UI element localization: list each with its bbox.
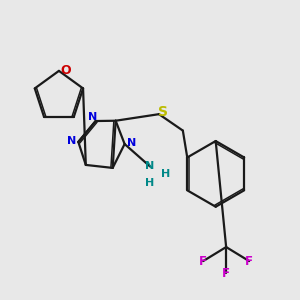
Text: F: F bbox=[199, 255, 207, 268]
Text: F: F bbox=[222, 266, 230, 280]
Text: H: H bbox=[145, 178, 154, 188]
Text: F: F bbox=[245, 255, 253, 268]
Text: H: H bbox=[161, 169, 170, 178]
Text: N: N bbox=[88, 112, 97, 122]
Text: N: N bbox=[127, 138, 136, 148]
Text: S: S bbox=[158, 105, 167, 119]
Text: O: O bbox=[60, 64, 71, 77]
Text: N: N bbox=[146, 161, 154, 171]
Text: N: N bbox=[67, 136, 76, 146]
